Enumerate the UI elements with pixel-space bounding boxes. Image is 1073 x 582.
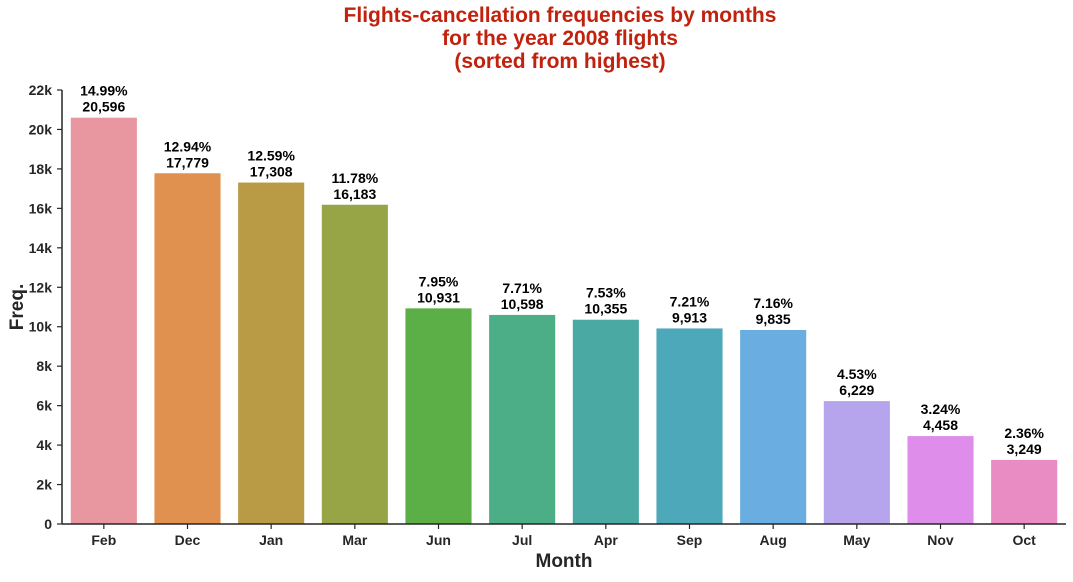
y-tick-label: 6k bbox=[36, 398, 52, 414]
y-tick-label: 2k bbox=[36, 477, 52, 493]
bar-count-label: 20,596 bbox=[82, 99, 125, 115]
y-tick-label: 18k bbox=[29, 161, 53, 177]
bar-count-label: 17,308 bbox=[250, 164, 293, 180]
y-tick-label: 16k bbox=[29, 200, 53, 216]
bar-dec bbox=[154, 173, 221, 524]
bar-may bbox=[823, 401, 890, 524]
bar-percent-label: 12.59% bbox=[247, 148, 295, 164]
bar-percent-label: 4.53% bbox=[837, 366, 877, 382]
y-axis-title: Freq. bbox=[7, 284, 28, 330]
y-tick-label: 14k bbox=[29, 240, 53, 256]
bar-percent-label: 3.24% bbox=[921, 401, 961, 417]
bar-percent-label: 7.16% bbox=[753, 295, 793, 311]
bar-oct bbox=[991, 459, 1058, 524]
bar-count-label: 10,598 bbox=[501, 296, 544, 312]
bar-count-label: 9,913 bbox=[672, 309, 707, 325]
bar-count-label: 6,229 bbox=[839, 382, 874, 398]
x-tick-label: Jan bbox=[259, 532, 283, 548]
bar-count-label: 9,835 bbox=[756, 311, 791, 327]
bar-jul bbox=[489, 314, 556, 524]
bar-jun bbox=[405, 308, 472, 524]
bar-count-label: 10,355 bbox=[584, 301, 627, 317]
bar-percent-label: 7.21% bbox=[670, 293, 710, 309]
bar-count-label: 17,779 bbox=[166, 154, 209, 170]
chart-title-line-2: for the year 2008 flights bbox=[442, 27, 678, 50]
bar-percent-label: 14.99% bbox=[80, 83, 128, 99]
bar-count-label: 16,183 bbox=[333, 186, 376, 202]
bar-aug bbox=[740, 329, 807, 524]
bar-percent-label: 7.95% bbox=[419, 273, 459, 289]
x-tick-label: Aug bbox=[760, 532, 787, 548]
x-tick-label: Mar bbox=[342, 532, 367, 548]
bar-feb bbox=[70, 117, 137, 524]
x-tick-label: Dec bbox=[175, 532, 201, 548]
bar-count-label: 4,458 bbox=[923, 417, 958, 433]
x-tick-label: Oct bbox=[1012, 532, 1036, 548]
bar-sep bbox=[656, 328, 723, 524]
bar-count-label: 10,931 bbox=[417, 289, 460, 305]
bar-count-label: 3,249 bbox=[1007, 441, 1042, 457]
bar-percent-label: 11.78% bbox=[331, 170, 378, 186]
y-tick-label: 8k bbox=[36, 358, 52, 374]
y-tick-label: 0 bbox=[44, 516, 52, 532]
plot-area: 14.99%20,596 Feb 12.94%17,779 Dec 12.59%17,3… bbox=[29, 82, 1066, 548]
x-tick-label: Sep bbox=[677, 532, 703, 548]
bar-nov bbox=[907, 436, 974, 524]
x-tick-label: Apr bbox=[594, 532, 619, 548]
x-tick-label: Jul bbox=[512, 532, 532, 548]
x-tick-label: May bbox=[843, 532, 870, 548]
bar-percent-label: 7.71% bbox=[502, 280, 542, 296]
x-axis-title: Month bbox=[536, 551, 593, 572]
bar-percent-label: 7.53% bbox=[586, 285, 626, 301]
chart-title-line-1: Flights-cancellation frequencies by mont… bbox=[344, 4, 777, 27]
x-tick-label: Feb bbox=[91, 532, 116, 548]
y-tick-label: 12k bbox=[29, 279, 53, 295]
x-tick-label: Nov bbox=[927, 532, 954, 548]
bar-percent-label: 2.36% bbox=[1004, 425, 1044, 441]
x-tick-label: Jun bbox=[426, 532, 451, 548]
y-tick-label: 4k bbox=[36, 437, 52, 453]
bar-jan bbox=[238, 182, 305, 524]
y-tick-label: 22k bbox=[29, 82, 53, 98]
bar-percent-label: 12.94% bbox=[164, 138, 212, 154]
y-tick-label: 20k bbox=[29, 121, 53, 137]
bar-mar bbox=[321, 204, 388, 524]
bar-apr bbox=[572, 319, 639, 524]
chart-title-line-3: (sorted from highest) bbox=[454, 50, 665, 73]
y-tick-label: 10k bbox=[29, 319, 53, 335]
